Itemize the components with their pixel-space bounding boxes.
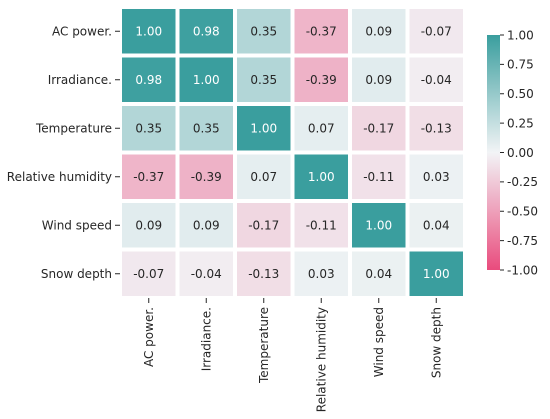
colorbar-tick-label: 0.00 bbox=[507, 146, 534, 160]
heatmap-cell bbox=[179, 106, 233, 151]
column-label: AC power. bbox=[142, 307, 156, 367]
row-label: Wind speed bbox=[42, 219, 112, 233]
heatmap-cell bbox=[237, 9, 291, 54]
heatmap-cell bbox=[122, 154, 176, 199]
colorbar-gradient bbox=[487, 35, 500, 270]
heatmap-cell bbox=[179, 57, 233, 102]
colorbar: -1.00 -0.75 -0.50 -0.25 0.00 0.25 0.50 0.75 1.00 bbox=[487, 28, 538, 277]
heatmap-cell bbox=[294, 106, 348, 151]
heatmap-cell bbox=[179, 203, 233, 248]
column-label: Snow depth bbox=[430, 307, 444, 378]
cell-value-label: 1.00 bbox=[250, 122, 277, 136]
cell-value-label: 0.07 bbox=[250, 170, 277, 184]
heatmap-cell bbox=[179, 9, 233, 54]
row-label: Temperature bbox=[35, 122, 112, 136]
cell-value-label: 0.98 bbox=[135, 73, 162, 87]
colorbar-tick-label: -1.00 bbox=[507, 263, 538, 277]
cell-value-label: 1.00 bbox=[308, 170, 335, 184]
heatmap-cell bbox=[352, 106, 406, 151]
cell-value-label: 0.35 bbox=[193, 122, 220, 136]
heatmap-cell bbox=[352, 154, 406, 199]
cell-value-label: 1.00 bbox=[135, 25, 162, 39]
heatmap-cell bbox=[179, 154, 233, 199]
cell-value-label: -0.37 bbox=[306, 25, 337, 39]
heatmap-cell bbox=[294, 154, 348, 199]
cell-value-label: 0.35 bbox=[250, 73, 277, 87]
heatmap-cell bbox=[122, 106, 176, 151]
cell-value-label: -0.39 bbox=[306, 73, 337, 87]
heatmap-cell bbox=[237, 106, 291, 151]
heatmap-cell bbox=[294, 57, 348, 102]
heatmap-cell bbox=[409, 154, 463, 199]
row-labels: AC power. Irradiance. Temperature Relative … bbox=[7, 25, 120, 281]
cell-value-label: -0.04 bbox=[191, 267, 222, 281]
cell-value-label: -0.07 bbox=[421, 25, 452, 39]
heatmap-cell bbox=[409, 203, 463, 248]
heatmap-cell bbox=[409, 251, 463, 296]
colorbar-tick-label: 0.25 bbox=[507, 116, 534, 130]
heatmap-cell bbox=[179, 251, 233, 296]
colorbar-tick-label: -0.50 bbox=[507, 205, 538, 219]
cell-value-label: 1.00 bbox=[365, 219, 392, 233]
heatmap-cell bbox=[352, 57, 406, 102]
cell-value-label: 0.98 bbox=[193, 25, 220, 39]
column-label: Relative humidity bbox=[315, 307, 329, 412]
heatmap-cell bbox=[122, 203, 176, 248]
cell-value-label: 1.00 bbox=[193, 73, 220, 87]
heatmap-cell bbox=[237, 57, 291, 102]
row-label: Snow depth bbox=[41, 267, 112, 281]
cell-value-label: 0.35 bbox=[250, 25, 277, 39]
cell-value-label: -0.11 bbox=[363, 170, 394, 184]
heatmap-cell bbox=[409, 106, 463, 151]
column-label: Irradiance. bbox=[200, 307, 214, 371]
cell-value-label: -0.39 bbox=[191, 170, 222, 184]
row-label: Relative humidity bbox=[7, 170, 112, 184]
colorbar-tick-label: -0.25 bbox=[507, 175, 538, 189]
cell-value-label: 0.03 bbox=[423, 170, 450, 184]
cell-value-label: 0.09 bbox=[193, 219, 220, 233]
cell-value-label: -0.11 bbox=[306, 219, 337, 233]
heatmap-cell bbox=[122, 9, 176, 54]
cell-value-label: 0.04 bbox=[365, 267, 392, 281]
heatmap-cell bbox=[409, 57, 463, 102]
column-label: Wind speed bbox=[372, 307, 386, 377]
cell-value-label: 0.09 bbox=[365, 25, 392, 39]
cell-value-label: -0.13 bbox=[248, 267, 279, 281]
cell-value-label: -0.13 bbox=[421, 122, 452, 136]
cell-value-label: 0.07 bbox=[308, 122, 335, 136]
colorbar-tick-label: 1.00 bbox=[507, 28, 534, 42]
colorbar-tick-label: 0.50 bbox=[507, 87, 534, 101]
heatmap-cell bbox=[352, 251, 406, 296]
colorbar-tick-label: 0.75 bbox=[507, 58, 534, 72]
heatmap-cell bbox=[294, 9, 348, 54]
colorbar-tick-label: -0.75 bbox=[507, 234, 538, 248]
cell-value-label: -0.17 bbox=[248, 219, 279, 233]
heatmap-cell bbox=[409, 9, 463, 54]
heatmap-cell bbox=[352, 203, 406, 248]
heatmap-cell bbox=[122, 251, 176, 296]
heatmap-cell bbox=[122, 57, 176, 102]
column-labels: AC power. Irradiance. Temperature Relative … bbox=[142, 298, 444, 412]
cell-value-label: -0.37 bbox=[133, 170, 164, 184]
cell-value-label: 0.04 bbox=[423, 219, 450, 233]
cell-value-label: -0.07 bbox=[133, 267, 164, 281]
cell-value-label: 0.03 bbox=[308, 267, 335, 281]
cell-value-label: 0.09 bbox=[365, 73, 392, 87]
heatmap-cell bbox=[237, 154, 291, 199]
heatmap-cells: 1.00 0.98 0.35 -0.37 0.09 -0.07 0.98 1.00 0.35 -0… bbox=[122, 9, 463, 296]
row-label: AC power. bbox=[52, 25, 112, 39]
heatmap-cell bbox=[294, 251, 348, 296]
heatmap-cell bbox=[237, 203, 291, 248]
row-label: Irradiance. bbox=[48, 73, 112, 87]
cell-value-label: 1.00 bbox=[423, 267, 450, 281]
heatmap-cell bbox=[352, 9, 406, 54]
heatmap-cell bbox=[237, 251, 291, 296]
cell-value-label: 0.35 bbox=[135, 122, 162, 136]
cell-value-label: 0.09 bbox=[135, 219, 162, 233]
cell-value-label: -0.04 bbox=[421, 73, 452, 87]
column-label: Temperature bbox=[257, 307, 271, 384]
heatmap-cell bbox=[294, 203, 348, 248]
cell-value-label: -0.17 bbox=[363, 122, 394, 136]
